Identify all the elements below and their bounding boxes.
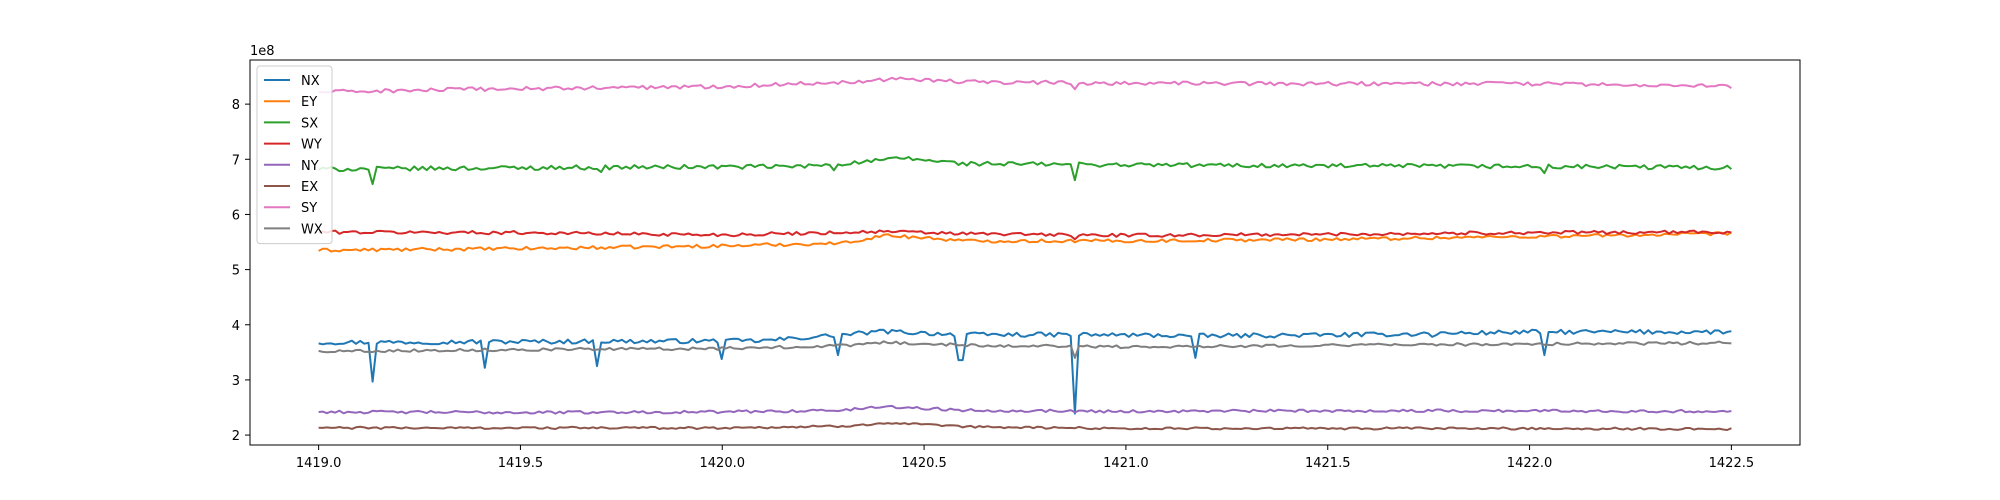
legend-label-ex: EX	[301, 180, 318, 195]
series-line-ex	[318, 422, 1732, 431]
x-tick-label: 1421.5	[1305, 456, 1351, 471]
legend-label-ey: EY	[301, 95, 317, 110]
legend-label-wy: WY	[301, 138, 322, 153]
y-offset-label: 1e8	[250, 44, 275, 59]
x-tick-label: 1422.5	[1709, 456, 1755, 471]
plot-lines	[318, 76, 1733, 431]
legend: NX EY SX WY NY EX SY WX	[256, 65, 333, 245]
y-tick-label: 5	[232, 264, 240, 279]
y-tick-label: 6	[232, 208, 240, 223]
x-axis: 1419.0 1419.5 1420.0 1420.5 1421.0 1421.5 1422…	[296, 445, 1754, 471]
x-tick-label: 1420.0	[700, 456, 746, 471]
series-line-nx	[318, 328, 1732, 415]
axes-frame	[249, 59, 1801, 446]
legend-box	[256, 65, 333, 245]
x-tick-label: 1420.5	[901, 456, 947, 471]
legend-label-ny: NY	[301, 159, 319, 174]
series-line-wx	[318, 340, 1732, 359]
y-tick-label: 2	[232, 429, 240, 444]
legend-label-wx: WX	[301, 222, 323, 237]
y-tick-label: 3	[232, 374, 240, 389]
y-axis: 2 3 4 5 6 7 8	[232, 98, 250, 444]
x-tick-label: 1419.0	[296, 456, 342, 471]
y-tick-label: 8	[232, 98, 240, 113]
series-line-wy	[318, 229, 1732, 241]
x-tick-label: 1421.0	[1103, 456, 1149, 471]
y-tick-label: 7	[232, 153, 240, 168]
series-line-sy	[318, 76, 1732, 94]
series-line-ey	[318, 231, 1732, 253]
series-line-ny	[318, 404, 1732, 415]
legend-label-nx: NX	[301, 74, 320, 89]
x-tick-label: 1422.0	[1507, 456, 1553, 471]
y-tick-label: 4	[232, 319, 240, 334]
series-line-sx	[318, 156, 1733, 186]
x-tick-label: 1419.5	[498, 456, 544, 471]
legend-label-sx: SX	[301, 116, 318, 131]
legend-label-sy: SY	[301, 201, 317, 216]
